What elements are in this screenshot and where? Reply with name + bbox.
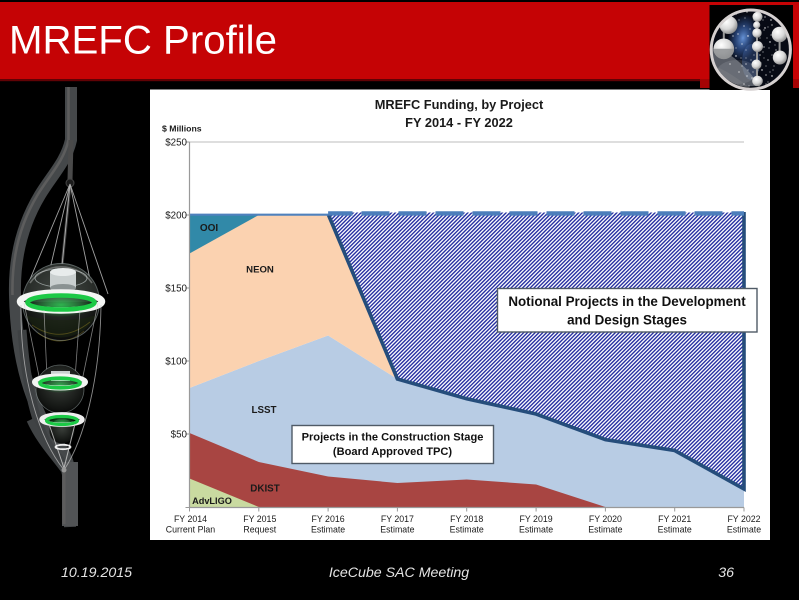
svg-text:Projects in the Construction S: Projects in the Construction Stage bbox=[302, 432, 484, 444]
svg-text:FY 2021: FY 2021 bbox=[658, 514, 691, 524]
svg-text:AdvLIGO: AdvLIGO bbox=[192, 496, 232, 506]
svg-text:FY 2020: FY 2020 bbox=[589, 514, 622, 524]
svg-text:Estimate: Estimate bbox=[519, 525, 553, 535]
svg-text:DKIST: DKIST bbox=[250, 484, 279, 495]
svg-text:Current Plan: Current Plan bbox=[166, 525, 215, 535]
svg-text:FY 2017: FY 2017 bbox=[381, 514, 414, 524]
svg-text:$250: $250 bbox=[165, 137, 187, 148]
svg-text:Request: Request bbox=[243, 525, 276, 535]
svg-text:FY 2018: FY 2018 bbox=[450, 514, 483, 524]
svg-text:and Design Stages: and Design Stages bbox=[567, 313, 687, 328]
svg-text:Estimate: Estimate bbox=[380, 525, 414, 535]
svg-text:Estimate: Estimate bbox=[450, 525, 484, 535]
svg-text:Estimate: Estimate bbox=[311, 525, 345, 535]
svg-text:$50: $50 bbox=[171, 429, 188, 440]
svg-text:NEON: NEON bbox=[246, 265, 274, 276]
svg-text:FY 2014: FY 2014 bbox=[174, 514, 207, 524]
svg-text:$100: $100 bbox=[165, 356, 187, 367]
svg-text:$ Millions: $ Millions bbox=[162, 124, 202, 134]
svg-text:OOI: OOI bbox=[200, 223, 219, 234]
svg-text:MREFC Funding, by Project: MREFC Funding, by Project bbox=[375, 97, 544, 112]
svg-text:IceCube SAC Meeting: IceCube SAC Meeting bbox=[329, 565, 469, 581]
svg-text:FY 2016: FY 2016 bbox=[312, 514, 345, 524]
svg-text:FY 2015: FY 2015 bbox=[243, 514, 276, 524]
svg-text:(Board Approved TPC): (Board Approved TPC) bbox=[333, 446, 452, 458]
svg-text:36: 36 bbox=[718, 565, 734, 581]
svg-text:FY 2019: FY 2019 bbox=[520, 514, 553, 524]
svg-text:FY 2014 - FY 2022: FY 2014 - FY 2022 bbox=[405, 115, 513, 130]
svg-text:Estimate: Estimate bbox=[588, 525, 622, 535]
svg-text:MREFC Profile: MREFC Profile bbox=[9, 18, 277, 63]
svg-text:Estimate: Estimate bbox=[658, 525, 692, 535]
svg-text:10.19.2015: 10.19.2015 bbox=[61, 565, 132, 581]
svg-text:LSST: LSST bbox=[251, 405, 276, 416]
svg-text:$150: $150 bbox=[165, 283, 187, 294]
svg-text:Estimate: Estimate bbox=[727, 525, 761, 535]
svg-text:Notional Projects in the Devel: Notional Projects in the Development bbox=[508, 294, 746, 309]
svg-text:FY 2022: FY 2022 bbox=[727, 514, 760, 524]
svg-text:$200: $200 bbox=[165, 210, 187, 221]
